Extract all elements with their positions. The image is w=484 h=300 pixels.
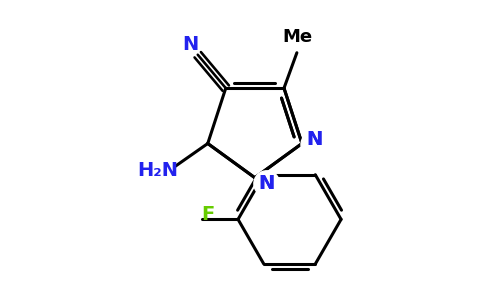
Text: H₂N: H₂N (137, 161, 178, 180)
Text: N: N (258, 174, 275, 193)
Text: N: N (306, 130, 322, 149)
Circle shape (254, 171, 280, 196)
Text: N: N (182, 35, 199, 54)
Text: N: N (306, 130, 322, 149)
Text: N: N (258, 174, 275, 193)
Circle shape (301, 132, 327, 158)
Text: F: F (202, 205, 215, 224)
Text: Me: Me (283, 28, 313, 46)
